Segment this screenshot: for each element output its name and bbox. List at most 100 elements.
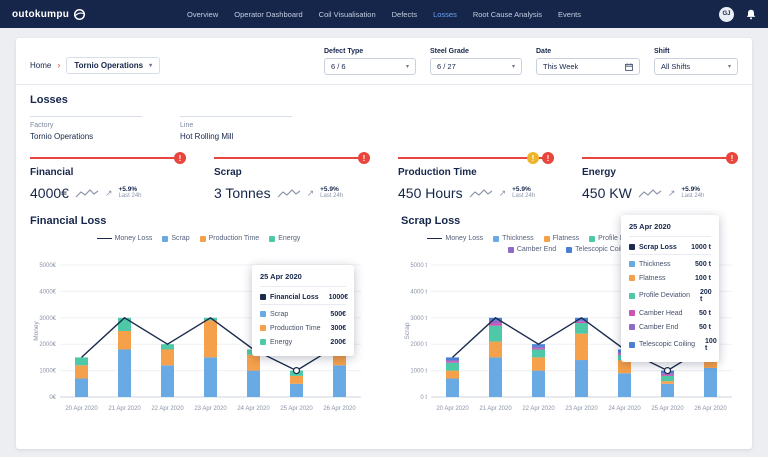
- bar-segment[interactable]: [75, 365, 88, 379]
- top-nav-bar: outokumpu Overview Operator Dashboard Co…: [0, 0, 768, 28]
- bar-segment[interactable]: [161, 344, 174, 350]
- bar-segment[interactable]: [161, 365, 174, 397]
- bar-segment[interactable]: [575, 323, 588, 334]
- defect-type-select[interactable]: 6 / 6 ▾: [324, 58, 416, 75]
- legend-item[interactable]: Telescopic Coiling: [566, 246, 631, 253]
- legend-item-money-loss[interactable]: Money Loss: [427, 235, 483, 242]
- steel-grade-select[interactable]: 6 / 27 ▾: [430, 58, 522, 75]
- chart-legend: Money Loss Scrap Production Time Energy: [30, 235, 367, 257]
- site-selector[interactable]: Tornio Operations ▾: [66, 57, 161, 74]
- legend-item[interactable]: Flatness: [543, 235, 579, 242]
- kpi-body: 3 Tonnes ↗ +5.9% Last 24h: [214, 185, 370, 201]
- kpi-alerts: !: [726, 152, 738, 164]
- bar-segment[interactable]: [489, 320, 502, 324]
- bar-segment[interactable]: [532, 349, 545, 358]
- header-right: GJ: [596, 6, 756, 22]
- bar-segment[interactable]: [661, 375, 674, 382]
- shift-select[interactable]: All Shifts ▾: [654, 58, 738, 75]
- highlight-point[interactable]: [292, 366, 301, 375]
- legend-item[interactable]: Thickness: [493, 235, 534, 242]
- bar-segment[interactable]: [575, 360, 588, 397]
- date-select[interactable]: This Week: [536, 58, 640, 75]
- bar-segment[interactable]: [446, 360, 459, 362]
- bar-segment[interactable]: [204, 357, 217, 397]
- kpi-period: Last 24h: [681, 193, 705, 200]
- kpi-delta: +5.9%: [118, 185, 138, 193]
- bar-segment[interactable]: [575, 320, 588, 322]
- bar-segment[interactable]: [204, 320, 217, 358]
- legend-item[interactable]: Scrap: [162, 235, 190, 242]
- bar-segment[interactable]: [446, 378, 459, 397]
- bar-segment[interactable]: [290, 383, 303, 397]
- bar-segment[interactable]: [532, 344, 545, 347]
- bar-segment[interactable]: [704, 367, 717, 397]
- kpi-row: ! Financial 4000€ ↗ +5.9% Last 24h ! Scra…: [30, 152, 738, 201]
- x-axis-tick: 22 Apr 2020: [151, 406, 184, 412]
- bar-segment[interactable]: [333, 365, 346, 397]
- y-axis-tick: 2000€: [39, 342, 56, 348]
- bar-segment[interactable]: [290, 375, 303, 384]
- bar-segment[interactable]: [161, 349, 174, 366]
- bar-segment[interactable]: [204, 317, 217, 321]
- filters: Defect Type 6 / 6 ▾ Steel Grade 6 / 27 ▾…: [324, 48, 738, 75]
- bar-segment[interactable]: [532, 370, 545, 397]
- kpi-delta: +5.9%: [512, 185, 531, 193]
- notifications-bell-icon[interactable]: [746, 9, 756, 20]
- nav-item-overview[interactable]: Overview: [187, 9, 219, 19]
- bar-segment[interactable]: [118, 331, 131, 350]
- legend-item-money-loss[interactable]: Money Loss: [96, 235, 152, 242]
- bar-segment[interactable]: [489, 357, 502, 397]
- bar-segment[interactable]: [532, 346, 545, 349]
- bar-segment[interactable]: [489, 323, 502, 326]
- nav-item-root-cause-analysis[interactable]: Root Cause Analysis: [472, 9, 543, 19]
- kpi-card-energy: ! Energy 450 KW ↗ +5.9% Last 24h: [582, 152, 738, 201]
- bar-segment[interactable]: [532, 357, 545, 371]
- bar-segment[interactable]: [75, 378, 88, 397]
- bar-segment[interactable]: [489, 325, 502, 342]
- bar-segment[interactable]: [661, 383, 674, 397]
- red-alert-icon: !: [542, 152, 554, 164]
- legend-item[interactable]: Energy: [269, 235, 300, 242]
- bar-segment[interactable]: [575, 317, 588, 321]
- filter-label: Steel Grade: [430, 48, 469, 55]
- kpi-card-production-time: !! Production Time 450 Hours ↗ +5.9% Last…: [398, 152, 554, 201]
- kpi-alerts: !!: [527, 152, 554, 164]
- chart-title: Financial Loss: [30, 215, 107, 227]
- highlight-point[interactable]: [663, 366, 672, 375]
- bar-segment[interactable]: [661, 374, 674, 376]
- bar-segment[interactable]: [575, 333, 588, 361]
- nav-item-events[interactable]: Events: [558, 9, 581, 19]
- bar-segment[interactable]: [489, 341, 502, 358]
- nav-item-coil-visualisation[interactable]: Coil Visualisation: [318, 9, 376, 19]
- bar-segment[interactable]: [618, 360, 631, 374]
- bar-segment[interactable]: [446, 362, 459, 371]
- bar-segment[interactable]: [118, 349, 131, 397]
- bar-segment[interactable]: [446, 357, 459, 361]
- kpi-alerts: !: [358, 152, 370, 164]
- bar-segment[interactable]: [247, 370, 260, 397]
- defect-type-value: 6 / 6: [331, 62, 346, 71]
- bar-segment[interactable]: [532, 348, 545, 350]
- sparkline-icon: [469, 188, 492, 197]
- user-avatar[interactable]: GJ: [719, 6, 734, 22]
- bar-segment[interactable]: [75, 357, 88, 366]
- nav-item-operator-dashboard[interactable]: Operator Dashboard: [234, 9, 303, 19]
- filter-steel-grade: Steel Grade 6 / 27 ▾: [430, 48, 522, 75]
- bar-segment[interactable]: [618, 373, 631, 397]
- bar-segment[interactable]: [575, 321, 588, 324]
- legend-item[interactable]: Production Time: [199, 235, 259, 242]
- nav-item-defects[interactable]: Defects: [391, 9, 418, 19]
- kpi-delta: +5.9%: [681, 185, 700, 193]
- breadcrumb-home[interactable]: Home: [30, 61, 52, 70]
- bar-segment[interactable]: [489, 317, 502, 321]
- bar-segment[interactable]: [446, 361, 459, 363]
- y-axis-tick: 1000 t: [410, 369, 427, 375]
- y-axis-label: Scrap: [404, 322, 411, 339]
- nav-item-losses[interactable]: Losses: [433, 9, 457, 19]
- breadcrumb: Home › Tornio Operations ▾: [30, 57, 161, 74]
- bar-segment[interactable]: [247, 354, 260, 371]
- bar-segment[interactable]: [446, 370, 459, 379]
- bar-segment[interactable]: [661, 381, 674, 384]
- legend-item[interactable]: Camber End: [507, 246, 556, 253]
- tooltip-row: Telescopic Coiling 100 t: [629, 334, 717, 355]
